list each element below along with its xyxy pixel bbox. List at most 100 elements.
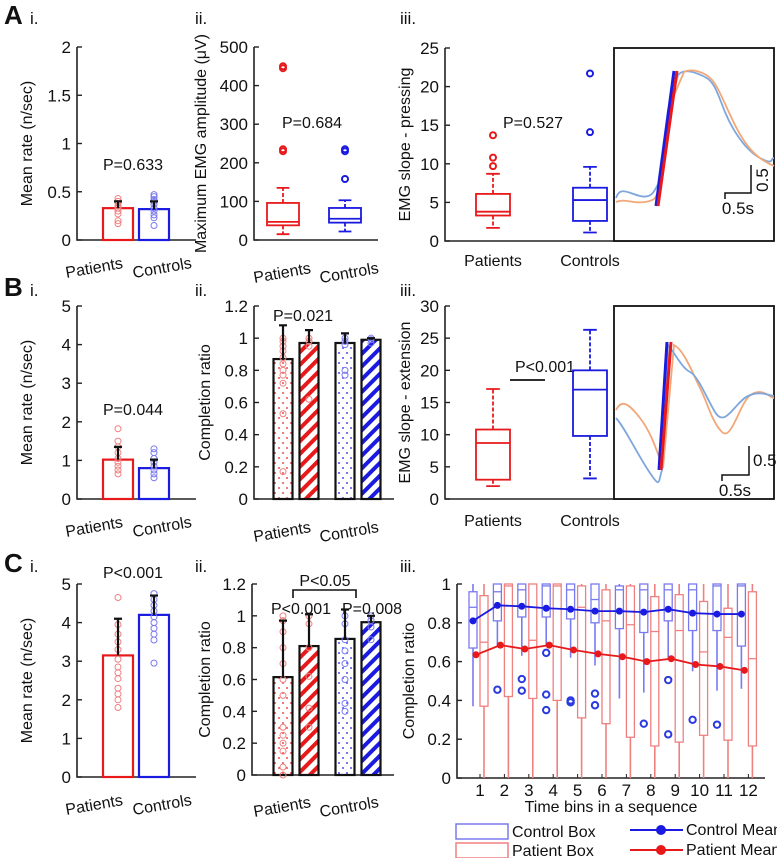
y-tick-label: 0 (62, 490, 71, 509)
outlier (279, 62, 287, 71)
x-tick-label: Controls (131, 792, 193, 819)
legend-label: Patient Box (512, 843, 594, 858)
y-tick-label: 0 (430, 490, 439, 509)
x-tick-label: 7 (622, 781, 631, 800)
y-tick-label: 1 (237, 607, 246, 626)
axis-lines (444, 48, 640, 242)
legend-marker (656, 825, 666, 835)
mean-point (493, 601, 501, 609)
outlier (517, 686, 526, 695)
error-bar (114, 617, 122, 656)
y-tick-label: 0.4 (222, 702, 246, 721)
box (625, 585, 636, 738)
y-tick-label: 1 (62, 135, 71, 154)
mean-point (716, 662, 724, 670)
y-tick-label: 400 (220, 77, 248, 96)
mean-point (469, 617, 477, 625)
y-axis-label: Completion ratio (197, 621, 214, 738)
x-tick-label: Controls (131, 255, 193, 282)
box (639, 583, 649, 634)
outlier (688, 715, 697, 724)
mean-point (643, 658, 651, 666)
y-tick-label: 0 (239, 231, 248, 250)
data-point (114, 437, 122, 445)
data-point (279, 468, 287, 476)
axis-lines (444, 306, 640, 500)
trace-patient (615, 69, 775, 204)
outlier (542, 705, 551, 715)
y-tick-label: 0.6 (427, 653, 451, 672)
y-tick-label: 5 (430, 193, 439, 212)
y-tick-label: 2 (62, 38, 71, 57)
data-point (114, 462, 122, 470)
data-point (114, 594, 122, 602)
box (698, 600, 709, 736)
x-tick-label: Patients (252, 260, 312, 287)
mean-point (740, 666, 748, 674)
p-value: P=0.008 (342, 601, 402, 618)
data-point (150, 470, 158, 478)
scale-bar-x-label: 0.5s (719, 481, 751, 500)
data-point (367, 623, 375, 631)
box (712, 583, 722, 632)
p-value: P=0.044 (103, 402, 163, 419)
y-tick-label: 4 (62, 614, 71, 633)
error-bar (341, 608, 349, 639)
whisker-cap (486, 172, 500, 229)
data-point (279, 731, 287, 739)
box (328, 207, 362, 224)
y-tick-label: 0.5 (47, 183, 71, 202)
data-point (341, 366, 349, 374)
y-tick-label: 2 (62, 691, 71, 710)
box (541, 583, 551, 618)
outlier (517, 674, 526, 684)
y-tick-label: 25 (420, 39, 439, 58)
panel-a-iii: 0 5 10 15 20 25 EMG slope - pressing Patients Co… (397, 39, 775, 270)
data-point (114, 210, 122, 218)
data-point (341, 676, 349, 683)
inset-trace-panel: 0.5 0.5s (613, 47, 775, 242)
bar (101, 654, 135, 779)
sub-label: ii. (195, 557, 207, 576)
whisker-cap (583, 165, 597, 234)
data-point (279, 371, 287, 379)
box (572, 186, 608, 222)
y-tick-label: 100 (220, 192, 248, 211)
y-tick-label: 0.6 (222, 671, 246, 690)
legend-label: Control Mean (686, 822, 777, 839)
y-tick-label: 500 (220, 38, 248, 57)
y-tick-label: 30 (420, 297, 439, 316)
data-point (150, 222, 158, 230)
box (572, 369, 608, 437)
data-point (341, 660, 349, 668)
x-tick-label: 5 (573, 781, 582, 800)
data-point (367, 336, 375, 344)
y-tick-label: 1.2 (224, 297, 248, 316)
mean-point (667, 655, 675, 663)
sub-label: ii. (195, 281, 207, 300)
data-point (114, 470, 122, 478)
outlier (712, 720, 722, 729)
data-point (150, 449, 158, 457)
y-tick-label: 0.4 (224, 426, 248, 445)
y-tick-label: 0.8 (427, 614, 451, 633)
y-tick-label: 0.8 (222, 639, 246, 658)
y-axis-label: Completion ratio (401, 623, 418, 740)
box (552, 583, 562, 702)
trace-control (615, 342, 775, 483)
whisker-cap (486, 388, 500, 488)
y-tick-label: 25 (420, 329, 439, 348)
data-point (114, 655, 122, 663)
mean-point (496, 641, 504, 649)
y-tick-label: 0 (237, 766, 246, 785)
sub-label: iii. (400, 9, 416, 28)
y-axis-label: EMG slope - pressing (397, 68, 414, 222)
box (503, 583, 514, 698)
x-tick-label: Patients (64, 514, 124, 541)
scale-bar-y-label: 0.5 (753, 451, 777, 470)
box (492, 583, 503, 622)
outlier (586, 128, 594, 137)
y-tick-label: 0.6 (224, 394, 248, 413)
y-tick-label: 5 (430, 458, 439, 477)
